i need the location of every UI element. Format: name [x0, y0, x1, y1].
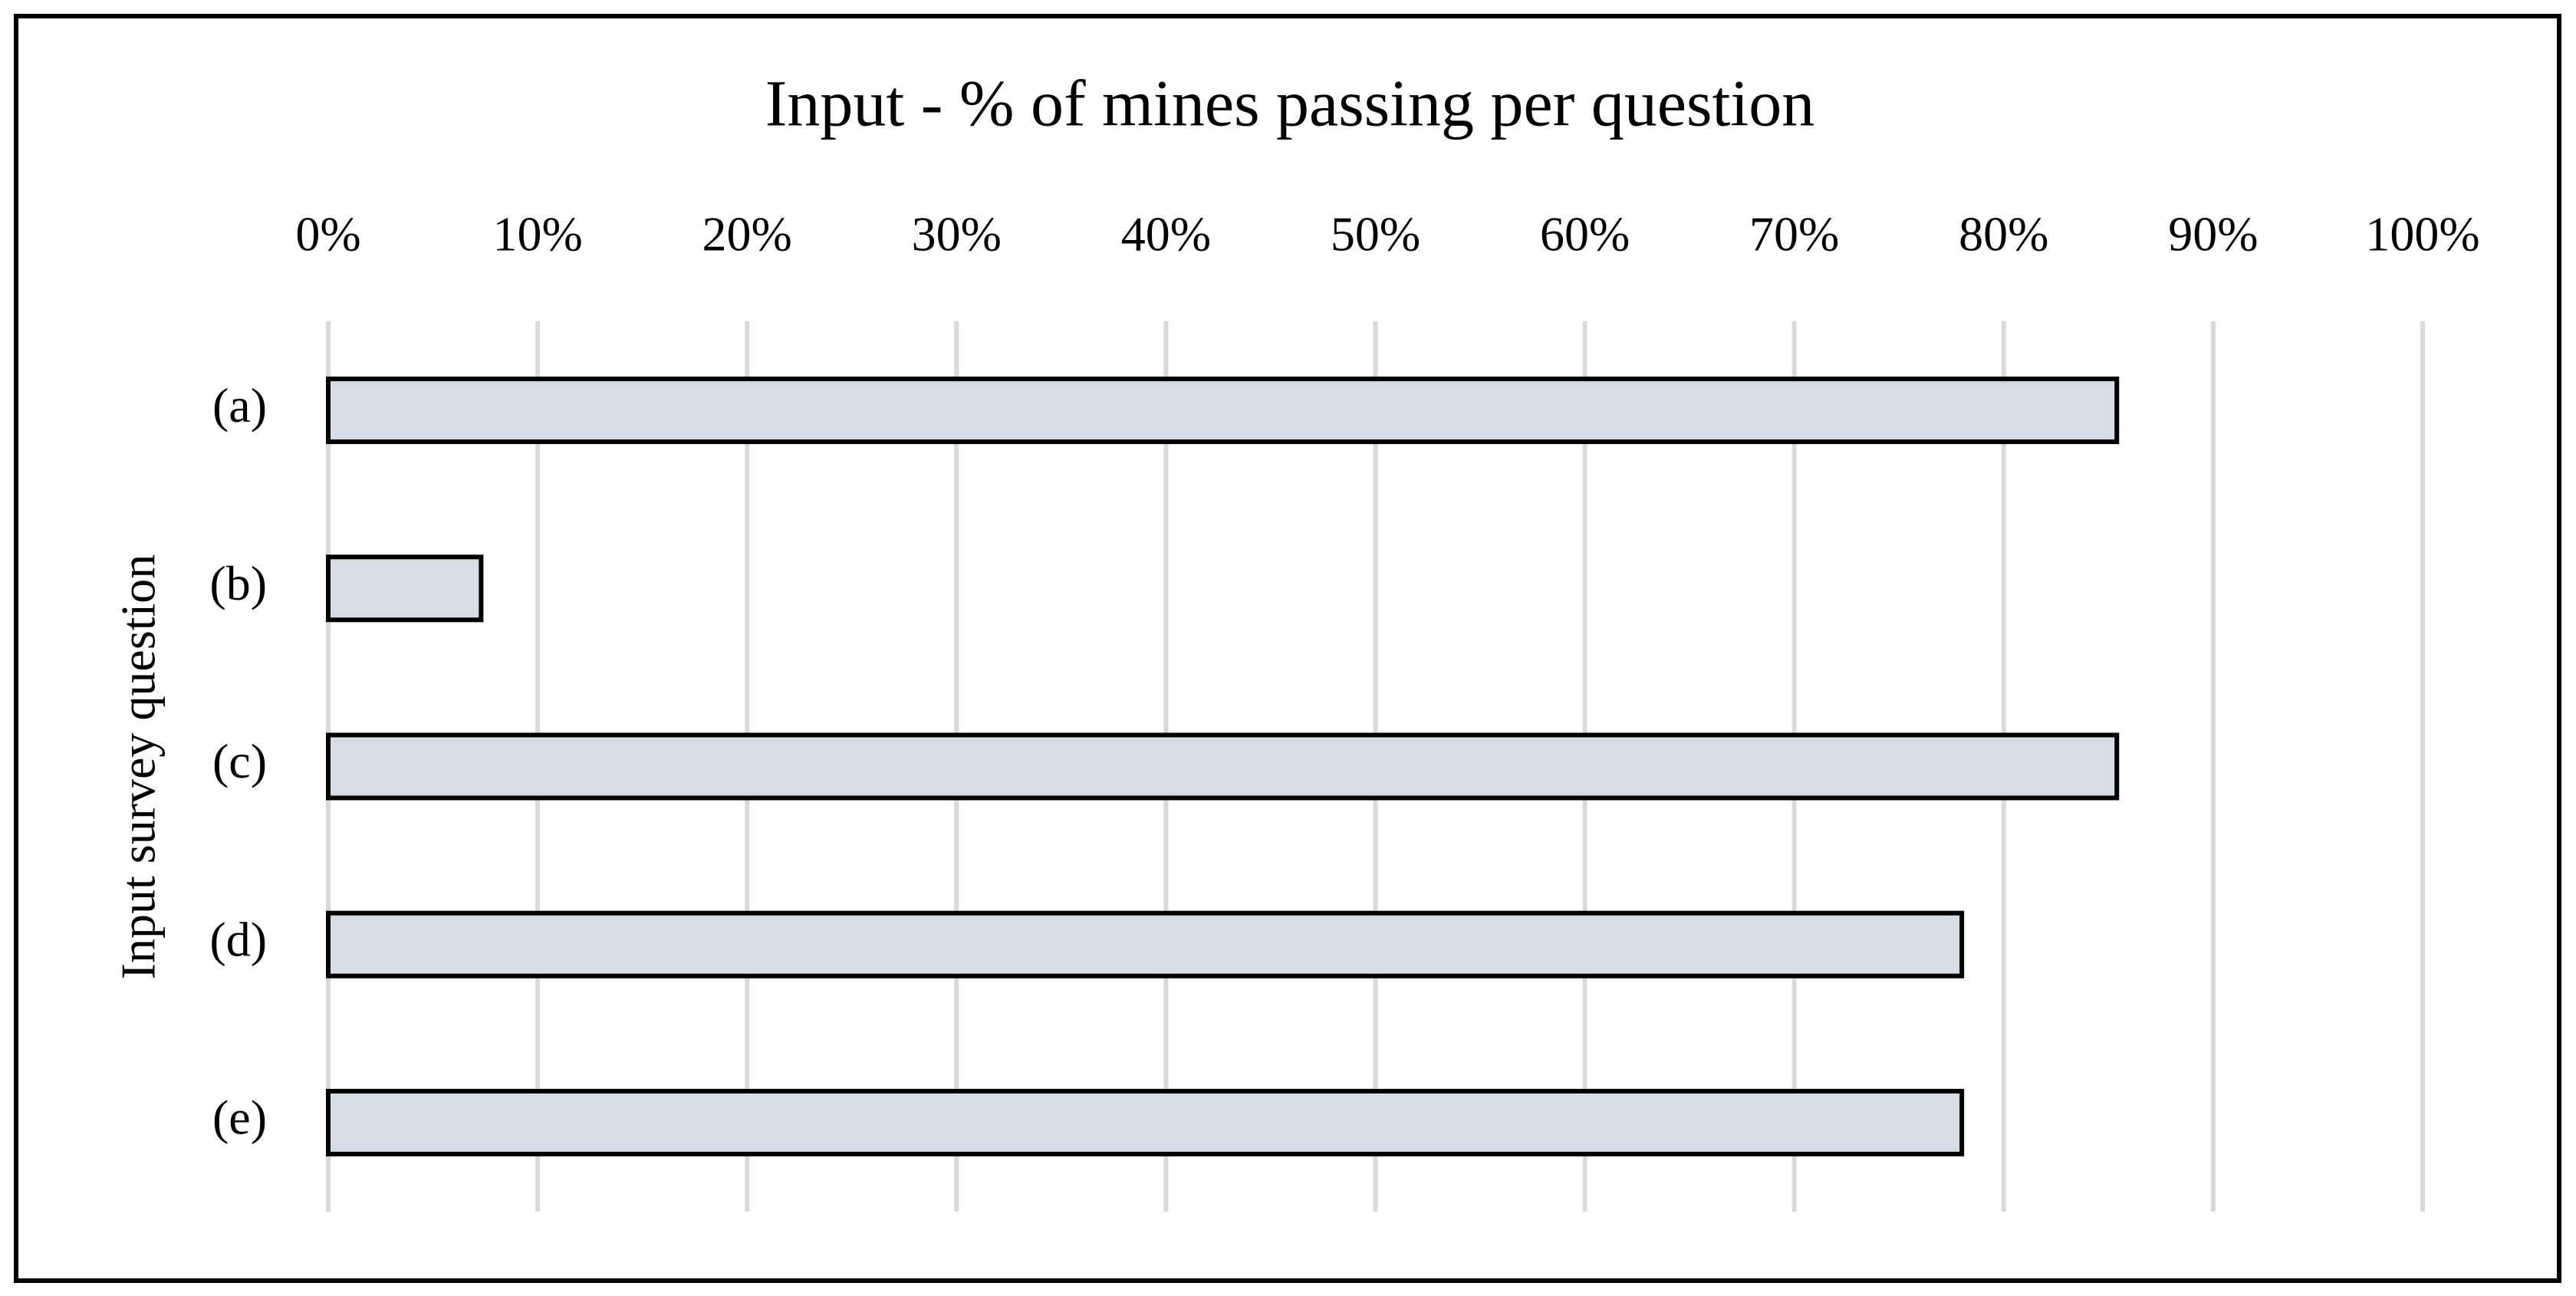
y-tick-label: (a)	[212, 378, 267, 433]
x-tick-label: 70%	[1749, 207, 1839, 262]
x-tick-label: 10%	[492, 207, 582, 262]
y-tick-label: (e)	[212, 1090, 267, 1145]
grid: 0% 10% 20% 30% 40% 50% 60% 70% 80% 90% 100%	[295, 207, 2480, 1212]
x-tick-label: 30%	[912, 207, 1002, 262]
x-tick-label: 80%	[1959, 207, 2048, 262]
bar	[326, 1088, 1965, 1156]
y-tick-label: (b)	[209, 556, 267, 610]
x-tick-label: 60%	[1540, 207, 1630, 262]
chart-border	[14, 14, 2561, 1283]
x-tick-label: 20%	[702, 207, 792, 262]
bar	[326, 377, 2120, 445]
x-tick-label: 100%	[2365, 207, 2479, 262]
bar	[326, 910, 1965, 979]
bar	[326, 732, 2120, 801]
x-tick-label: 0%	[295, 207, 360, 262]
x-tick-label: 90%	[2168, 207, 2258, 262]
chart-title: Input - % of mines passing per question	[765, 67, 1815, 140]
y-tick-label: (c)	[212, 734, 267, 788]
bar	[326, 554, 484, 623]
y-tick-label: (d)	[209, 912, 267, 966]
x-tick-label: 40%	[1121, 207, 1211, 262]
x-tick-label: 50%	[1331, 207, 1420, 262]
y-axis-title: Input survey question	[111, 554, 166, 980]
plot: (a) (b) (c) (d) (e)	[209, 377, 2120, 1156]
